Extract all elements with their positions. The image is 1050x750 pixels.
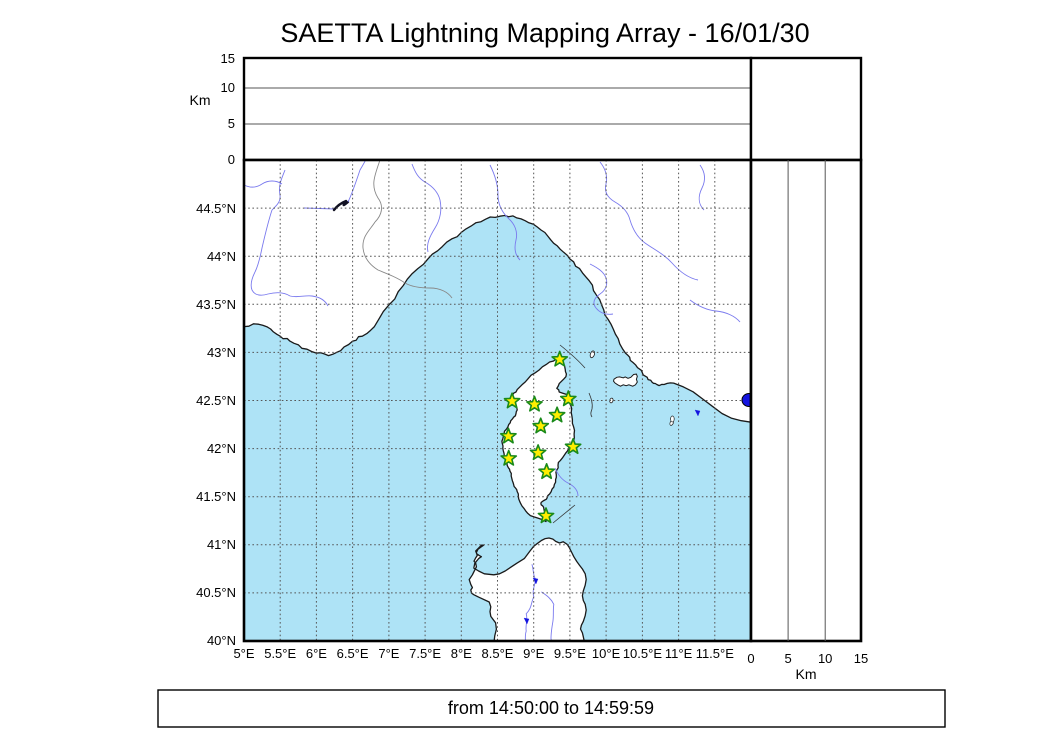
svg-text:0: 0 [747, 651, 754, 666]
svg-text:from 14:50:00 to 14:59:59: from 14:50:00 to 14:59:59 [448, 698, 654, 718]
svg-text:10: 10 [818, 651, 832, 666]
svg-text:8°E: 8°E [451, 646, 472, 661]
svg-text:41°N: 41°N [207, 537, 236, 552]
svg-text:Km: Km [190, 92, 211, 108]
svg-text:5: 5 [228, 116, 235, 131]
svg-text:10.5°E: 10.5°E [623, 646, 663, 661]
svg-text:5.5°E: 5.5°E [264, 646, 296, 661]
svg-text:42°N: 42°N [207, 441, 236, 456]
svg-text:40°N: 40°N [207, 633, 236, 648]
svg-text:7.5°E: 7.5°E [409, 646, 441, 661]
svg-text:7°E: 7°E [378, 646, 399, 661]
svg-text:9°E: 9°E [523, 646, 544, 661]
svg-text:44°N: 44°N [207, 249, 236, 264]
svg-text:15: 15 [221, 51, 235, 66]
svg-text:41.5°N: 41.5°N [196, 489, 236, 504]
svg-text:10: 10 [221, 80, 235, 95]
svg-text:15: 15 [854, 651, 868, 666]
svg-text:43.5°N: 43.5°N [196, 297, 236, 312]
svg-text:6.5°E: 6.5°E [337, 646, 369, 661]
svg-text:8.5°E: 8.5°E [482, 646, 514, 661]
svg-text:5: 5 [784, 651, 791, 666]
svg-text:0: 0 [228, 152, 235, 167]
svg-text:42.5°N: 42.5°N [196, 393, 236, 408]
svg-text:Km: Km [796, 666, 817, 682]
svg-text:9.5°E: 9.5°E [554, 646, 586, 661]
svg-text:11°E: 11°E [665, 646, 693, 661]
svg-text:SAETTA Lightning Mapping Array: SAETTA Lightning Mapping Array - 16/01/3… [280, 18, 809, 48]
svg-text:40.5°N: 40.5°N [196, 585, 236, 600]
svg-text:10°E: 10°E [592, 646, 621, 661]
svg-text:5°E: 5°E [233, 646, 254, 661]
svg-text:44.5°N: 44.5°N [196, 201, 236, 216]
svg-text:6°E: 6°E [306, 646, 327, 661]
svg-text:43°N: 43°N [207, 345, 236, 360]
svg-text:11.5°E: 11.5°E [696, 646, 735, 661]
